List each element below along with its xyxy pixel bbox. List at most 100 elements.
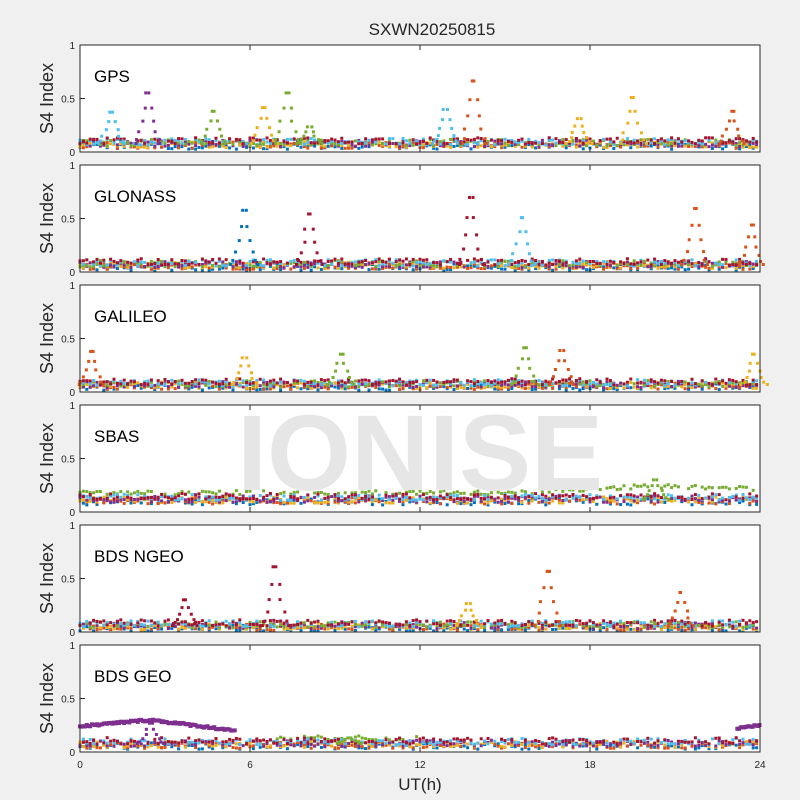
data-point (143, 145, 147, 149)
data-point (262, 147, 266, 151)
data-point (649, 495, 653, 499)
data-point (683, 380, 687, 384)
plot-area (80, 45, 760, 152)
data-point (585, 268, 589, 272)
data-point (415, 492, 419, 496)
data-point (631, 96, 635, 100)
data-point (81, 383, 85, 387)
data-point (666, 138, 670, 142)
data-point (132, 263, 136, 267)
data-point (608, 144, 612, 148)
data-point (514, 242, 518, 246)
data-point (374, 385, 378, 389)
data-point (353, 501, 357, 505)
data-point (442, 259, 446, 263)
data-point (582, 130, 586, 134)
data-point (200, 257, 204, 261)
data-point (639, 138, 643, 142)
data-point (418, 497, 422, 501)
data-point (425, 265, 429, 269)
data-point (408, 500, 412, 504)
data-point (745, 376, 749, 380)
data-point (608, 259, 612, 263)
data-point (598, 261, 602, 265)
scintillation-peak (134, 91, 162, 145)
data-point (700, 499, 704, 503)
data-point (483, 142, 487, 146)
data-point (316, 383, 320, 387)
data-point (183, 142, 187, 146)
data-point (612, 499, 616, 503)
data-point (284, 91, 288, 95)
data-point (687, 139, 691, 143)
data-point (503, 493, 507, 497)
data-point (653, 502, 657, 506)
data-point (636, 145, 640, 149)
data-point (656, 142, 660, 146)
data-point (595, 384, 599, 388)
data-point (632, 262, 636, 266)
data-point (292, 261, 296, 265)
data-point (323, 263, 327, 267)
data-point (309, 268, 313, 272)
data-point (642, 144, 646, 148)
data-point (673, 381, 677, 385)
data-point (109, 263, 113, 267)
data-point (435, 265, 439, 269)
data-point (639, 627, 643, 631)
data-point (381, 141, 385, 145)
data-point (136, 142, 140, 146)
data-point (384, 493, 388, 497)
data-point (432, 501, 436, 505)
data-point (88, 261, 92, 265)
data-point (534, 258, 538, 262)
data-point (503, 380, 507, 384)
data-point (731, 381, 735, 385)
data-point (568, 264, 572, 268)
data-point (374, 267, 378, 271)
data-point (724, 502, 728, 506)
data-point (387, 144, 391, 148)
data-point (574, 379, 578, 383)
data-point (517, 502, 521, 506)
data-point (245, 356, 249, 360)
data-point (466, 497, 470, 501)
data-point (574, 139, 578, 143)
data-point (302, 263, 306, 267)
data-point (143, 260, 147, 264)
data-point (465, 216, 469, 220)
data-point (653, 137, 657, 141)
data-point (211, 141, 215, 145)
data-point (136, 489, 140, 493)
data-point (687, 267, 691, 271)
data-point (92, 139, 96, 143)
data-point (224, 264, 228, 268)
data-point (258, 494, 262, 498)
data-point (88, 265, 92, 269)
data-point (690, 503, 694, 507)
data-point (625, 139, 629, 143)
data-point (143, 381, 147, 385)
scintillation-peak (295, 125, 324, 145)
data-point (639, 258, 643, 262)
data-point (377, 267, 381, 271)
data-point (277, 130, 281, 134)
data-point (214, 492, 218, 496)
data-point (533, 263, 537, 267)
panel-label: SBAS (94, 427, 139, 446)
data-point (608, 142, 612, 146)
data-point (326, 141, 330, 145)
data-point (87, 359, 91, 363)
data-point (95, 257, 99, 261)
data-point (663, 261, 667, 265)
data-point (755, 145, 759, 149)
data-point (500, 499, 504, 503)
data-point (472, 382, 476, 386)
data-point (755, 386, 759, 390)
data-point (134, 141, 138, 145)
data-point (160, 499, 164, 503)
data-point (170, 382, 174, 386)
data-point (707, 495, 711, 499)
data-point (438, 142, 442, 146)
data-point (294, 263, 298, 267)
